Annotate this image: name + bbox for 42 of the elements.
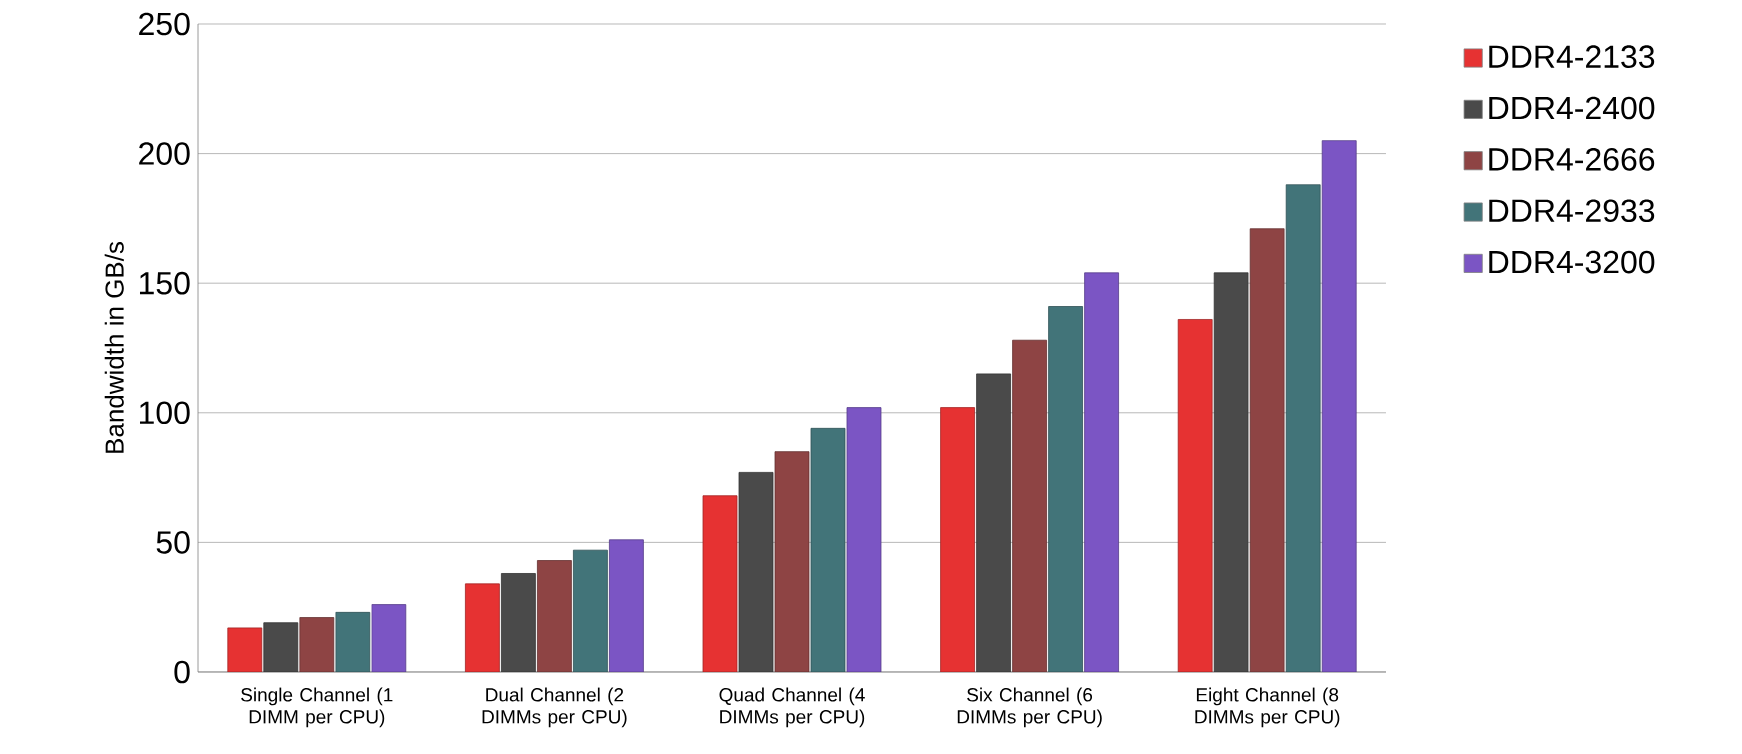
legend-label: DDR4-2133 <box>1489 45 1655 69</box>
bar <box>501 573 536 672</box>
legend-label: DDR4-2666 <box>1489 148 1655 171</box>
bar <box>1177 319 1213 672</box>
x-tick-label: Six Channel (6 DIMMs per CPU) <box>957 687 1102 728</box>
y-tick-label: 200 <box>139 142 190 165</box>
bar <box>1249 228 1285 672</box>
y-tick-label: 0 <box>174 660 190 684</box>
bar <box>810 427 846 672</box>
bar <box>609 539 644 672</box>
bar <box>738 472 774 672</box>
bar <box>1048 306 1083 672</box>
bar <box>537 560 572 672</box>
legend-label: DDR4-2400 <box>1489 96 1655 120</box>
bar <box>1321 140 1357 672</box>
bar <box>573 549 608 672</box>
bar <box>846 407 882 672</box>
y-tick-label: 50 <box>156 531 190 554</box>
y-tick-label: 150 <box>140 271 190 295</box>
x-tick-label: Quad Channel (4 DIMMs per CPU) <box>719 687 865 728</box>
bar <box>702 495 738 672</box>
x-tick-label: Single Channel (1 DIMM per CPU) <box>241 687 393 728</box>
bar <box>976 373 1011 672</box>
bar <box>940 407 975 672</box>
bar <box>335 611 371 672</box>
legend-label: DDR4-3200 <box>1489 250 1655 274</box>
bar <box>227 627 263 672</box>
bar <box>371 604 407 672</box>
bar <box>1285 184 1321 672</box>
bar <box>299 617 335 672</box>
bar <box>465 583 500 672</box>
bar <box>1213 272 1249 672</box>
y-axis-title: Bandwidth in GB/s <box>104 242 124 453</box>
x-tick-label: Eight Channel (8 DIMMs per CPU) <box>1195 687 1340 728</box>
y-tick-label: 100 <box>140 401 190 425</box>
y-tick-label: 250 <box>139 12 190 36</box>
bar <box>1012 339 1047 672</box>
bar <box>263 622 299 672</box>
legend-label: DDR4-2933 <box>1489 199 1655 223</box>
x-tick-label: Dual Channel (2 DIMMs per CPU) <box>482 687 627 728</box>
bar <box>774 451 810 672</box>
bar <box>1084 272 1119 672</box>
